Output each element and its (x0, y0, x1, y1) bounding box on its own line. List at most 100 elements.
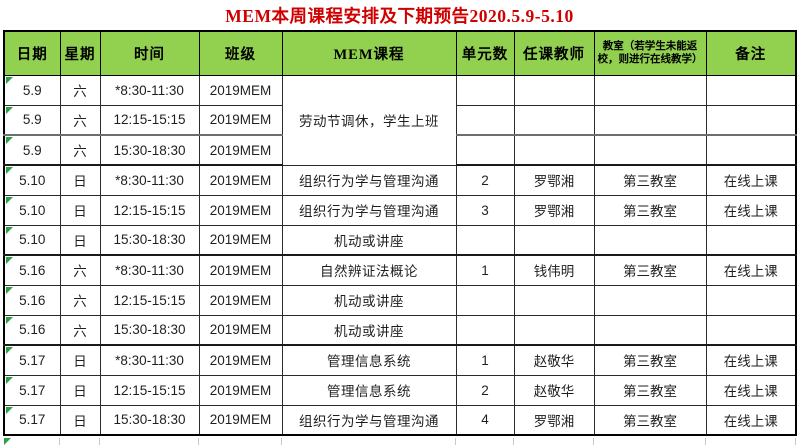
cell-week[interactable]: 日 (59, 344, 101, 376)
header-cell-units[interactable]: 单元数 (455, 30, 515, 76)
cell-room[interactable] (593, 134, 707, 166)
cell-date[interactable]: 5.10 (3, 164, 61, 196)
cell-units[interactable] (455, 134, 515, 166)
cell-course[interactable]: 组织行为学与管理沟通 (281, 404, 457, 436)
cell-date[interactable]: 5.16 (3, 284, 61, 316)
cell-note[interactable] (705, 314, 797, 346)
cell-week[interactable]: 六 (59, 134, 101, 166)
cell-course-merged[interactable]: 劳动节调休，学生上班 (281, 74, 457, 166)
header-cell-class[interactable]: 班级 (198, 30, 283, 76)
cell-time[interactable]: 15:30-18:30 (99, 224, 200, 256)
cell-week[interactable]: 六 (59, 254, 101, 286)
cell-course[interactable]: 机动或讲座 (281, 314, 457, 346)
cell-note[interactable]: 在线上课 (705, 344, 797, 376)
cell-time[interactable]: 12:15-15:15 (99, 284, 200, 316)
cell-week[interactable]: 六 (59, 284, 101, 316)
cell-room[interactable] (593, 74, 707, 106)
cell-room[interactable]: 第三教室 (593, 344, 707, 376)
header-cell-weekday[interactable]: 星期 (59, 30, 101, 76)
cell-teacher[interactable] (513, 134, 595, 166)
cell-note[interactable]: 在线上课 (705, 194, 797, 226)
cell-class[interactable]: 2019MEM (198, 314, 283, 346)
cell-teacher[interactable]: 钱伟明 (513, 254, 595, 286)
cell-class[interactable]: 2019MEM (198, 344, 283, 376)
cell-class[interactable]: 2019MEM (198, 74, 283, 106)
cell-week[interactable]: 日 (59, 194, 101, 226)
header-cell-course[interactable]: MEM课程 (281, 30, 457, 76)
cell-date[interactable]: 5.9 (3, 104, 61, 136)
cell-teacher[interactable]: 赵敬华 (513, 344, 595, 376)
cell-course[interactable]: 自然辨证法概论 (281, 254, 457, 286)
cell-room[interactable]: 第三教室 (593, 374, 707, 406)
cell-time[interactable]: 12:15-15:15 (99, 104, 200, 136)
cell-note[interactable]: 在线上课 (705, 374, 797, 406)
cell-time[interactable]: *8:30-11:30 (99, 344, 200, 376)
cell-course[interactable]: 机动或讲座 (281, 224, 457, 256)
header-cell-note[interactable]: 备注 (705, 30, 797, 76)
cell-time[interactable]: 12:15-15:15 (99, 194, 200, 226)
cell-teacher[interactable] (513, 74, 595, 106)
cell-week[interactable]: 六 (59, 104, 101, 136)
cell-date[interactable]: 5.9 (3, 74, 61, 106)
cell-date[interactable]: 5.10 (3, 224, 61, 256)
cell-time[interactable]: 15:30-18:30 (99, 404, 200, 436)
cell-note[interactable] (705, 74, 797, 106)
cell-class[interactable]: 2019MEM (198, 104, 283, 136)
header-cell-time[interactable]: 时间 (99, 30, 200, 76)
cell-course[interactable]: 管理信息系统 (281, 374, 457, 406)
cell-teacher[interactable] (513, 224, 595, 256)
cell-note[interactable] (705, 224, 797, 256)
cell-units[interactable] (455, 74, 515, 106)
cell-date[interactable]: 5.10 (3, 194, 61, 226)
cell-date[interactable]: 5.17 (3, 344, 61, 376)
cell-teacher[interactable] (513, 104, 595, 136)
cell-time[interactable]: 15:30-18:30 (99, 134, 200, 166)
cell-units[interactable] (455, 224, 515, 256)
cell-note[interactable] (705, 134, 797, 166)
cell-time[interactable]: 15:30-18:30 (99, 314, 200, 346)
cell-time[interactable]: *8:30-11:30 (99, 164, 200, 196)
cell-teacher[interactable] (513, 314, 595, 346)
cell-note[interactable]: 在线上课 (705, 254, 797, 286)
header-cell-teacher[interactable]: 任课教师 (513, 30, 595, 76)
cell-teacher[interactable]: 罗鄂湘 (513, 194, 595, 226)
cell-week[interactable]: 日 (59, 224, 101, 256)
cell-room[interactable]: 第三教室 (593, 164, 707, 196)
cell-time[interactable]: *8:30-11:30 (99, 74, 200, 106)
cell-course[interactable]: 组织行为学与管理沟通 (281, 194, 457, 226)
cell-date[interactable]: 5.16 (3, 254, 61, 286)
cell-week[interactable]: 日 (59, 164, 101, 196)
cell-units[interactable]: 3 (455, 194, 515, 226)
cell-note[interactable] (705, 104, 797, 136)
cell-room[interactable] (593, 104, 707, 136)
cell-date[interactable]: 5.16 (3, 314, 61, 346)
cell-units[interactable] (455, 104, 515, 136)
cell-units[interactable]: 2 (455, 374, 515, 406)
cell-date[interactable]: 5.9 (3, 134, 61, 166)
cell-class[interactable]: 2019MEM (198, 164, 283, 196)
cell-week[interactable]: 六 (59, 74, 101, 106)
cell-date[interactable]: 5.17 (3, 404, 61, 436)
cell-class[interactable]: 2019MEM (198, 374, 283, 406)
cell-room[interactable] (593, 284, 707, 316)
cell-teacher[interactable]: 罗鄂湘 (513, 164, 595, 196)
cell-note[interactable]: 在线上课 (705, 164, 797, 196)
cell-units[interactable]: 1 (455, 344, 515, 376)
cell-class[interactable]: 2019MEM (198, 254, 283, 286)
cell-class[interactable]: 2019MEM (198, 194, 283, 226)
cell-units[interactable] (455, 314, 515, 346)
cell-units[interactable]: 2 (455, 164, 515, 196)
cell-room[interactable] (593, 314, 707, 346)
cell-week[interactable]: 六 (59, 314, 101, 346)
cell-class[interactable]: 2019MEM (198, 284, 283, 316)
cell-class[interactable]: 2019MEM (198, 404, 283, 436)
cell-date[interactable]: 5.17 (3, 374, 61, 406)
cell-units[interactable]: 1 (455, 254, 515, 286)
cell-units[interactable] (455, 284, 515, 316)
cell-teacher[interactable]: 罗鄂湘 (513, 404, 595, 436)
cell-class[interactable]: 2019MEM (198, 134, 283, 166)
cell-note[interactable]: 在线上课 (705, 404, 797, 436)
cell-week[interactable]: 日 (59, 404, 101, 436)
cell-units[interactable]: 4 (455, 404, 515, 436)
cell-room[interactable] (593, 224, 707, 256)
